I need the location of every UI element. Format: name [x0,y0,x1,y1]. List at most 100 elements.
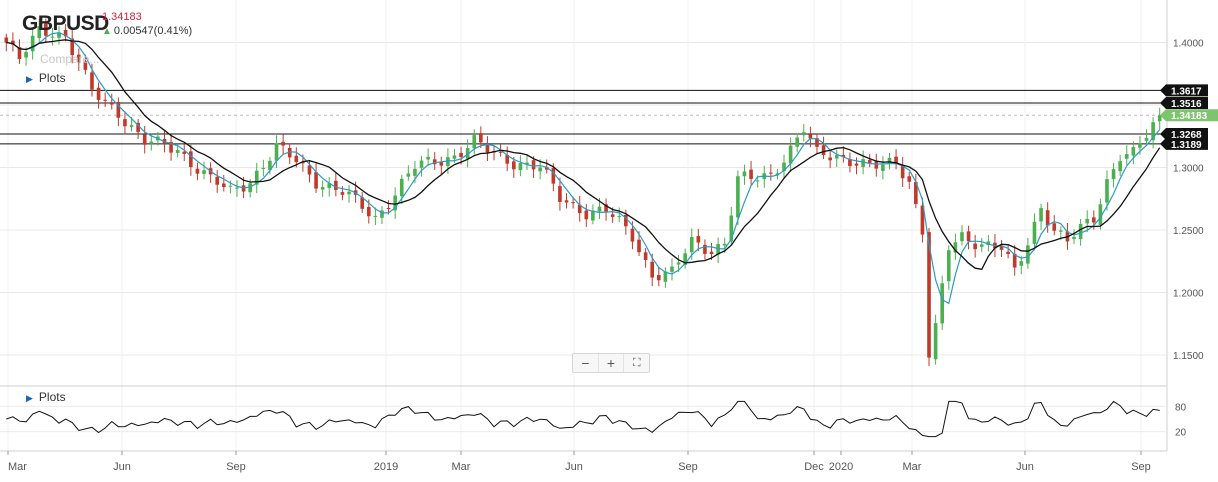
candle-body [604,204,608,213]
x-tick-label: Dec [804,461,824,473]
zoom-out-button[interactable]: − [573,354,599,372]
x-tick-label: Sep [1131,461,1151,473]
x-tick-label: Jun [1016,461,1034,473]
candle-body [44,23,48,36]
lower-plots-toggle[interactable]: ▶ Plots [26,390,66,404]
candle-body [755,180,760,182]
candle-body [584,210,589,220]
candle-body [953,242,958,253]
candle-body [571,202,575,204]
level-tag-label: 1.3189 [1171,140,1202,151]
candle-body [50,36,55,38]
candle-body [452,155,457,159]
candle-body [742,171,747,177]
compare-label[interactable]: Compare... [40,52,100,66]
candle-body [419,160,424,168]
candle-body [907,176,912,182]
candle-body [1026,245,1030,264]
candle-body [1118,161,1122,172]
candle-body [531,160,536,170]
candle-body [689,237,694,253]
candle-body [1131,147,1136,156]
candle-body [650,261,655,278]
y-tick-label: 1.4000 [1173,39,1204,50]
candle-body [4,37,9,43]
candle-body [564,200,569,203]
candle-body [782,162,786,171]
candle-body [254,170,259,185]
candle-body [933,323,938,360]
candle-body [248,183,252,193]
oscillator-panel: 80 20 [0,400,1187,439]
candle-body [986,241,991,245]
candle-body [287,147,292,158]
candle-body [683,253,687,265]
candle-body [940,283,945,324]
x-tick-label: Mar [8,461,27,473]
candle-body [1039,208,1043,222]
candle-body [946,250,951,282]
candle-body [709,251,714,255]
candle-body [380,210,384,218]
candle-body [485,144,490,153]
candle-body [1157,115,1162,122]
candle-body [123,119,127,127]
candle-body [149,141,154,144]
candle-body [129,125,134,127]
main-plots-toggle[interactable]: ▶ Plots [26,71,66,85]
candle-body [294,155,299,163]
candle-body [360,197,365,209]
candle-body [1045,210,1050,226]
y-tick-label: 1.3000 [1173,164,1204,175]
zoom-in-button[interactable]: + [599,354,625,372]
candle-body [366,206,371,217]
candle-body [83,61,88,70]
candle-body [1105,179,1109,203]
x-tick-label: Jun [113,461,131,473]
candle-body [1059,230,1063,232]
candle-body [808,134,813,139]
candle-body [498,151,503,153]
candle-body [1111,169,1116,180]
candle-body [795,137,800,147]
candle-body [663,271,668,282]
x-tick-label: 2020 [829,461,853,473]
candle-body [867,159,872,163]
candle-body [314,172,318,189]
level-tag [1160,137,1208,150]
candle-body [861,159,865,167]
candle-body [70,38,75,56]
candle-body [821,145,826,156]
candle-body [637,239,641,253]
candle-body [116,101,121,118]
change-value: 0.00547(0.41%) [113,25,193,37]
candle-body [788,145,793,164]
candle-body [656,275,661,281]
candle-body [221,183,226,188]
candle-body [597,206,602,212]
candle-body [103,99,107,101]
candle-body [465,148,470,159]
candle-body [406,173,411,177]
y-tick-label: 1.1500 [1173,351,1204,362]
candle-body [1019,261,1024,266]
candle-body [63,29,68,37]
candle-body [327,183,332,188]
candle-body [736,176,740,218]
candle-body [76,54,81,63]
candle-body [1012,253,1017,268]
candle-body [538,167,542,172]
candle-body [189,151,193,168]
candle-body [999,245,1004,250]
candle-body [1138,143,1142,148]
rsi-line [6,400,1160,438]
moving-averages [6,32,1161,305]
level-tag [1160,84,1208,97]
candle-body [228,185,233,187]
candle-body [887,157,892,164]
candle-body [96,87,101,100]
candle-body [1072,236,1076,240]
fullscreen-button[interactable]: ⛶ [632,357,641,369]
main-plots-label: Plots [38,71,66,85]
